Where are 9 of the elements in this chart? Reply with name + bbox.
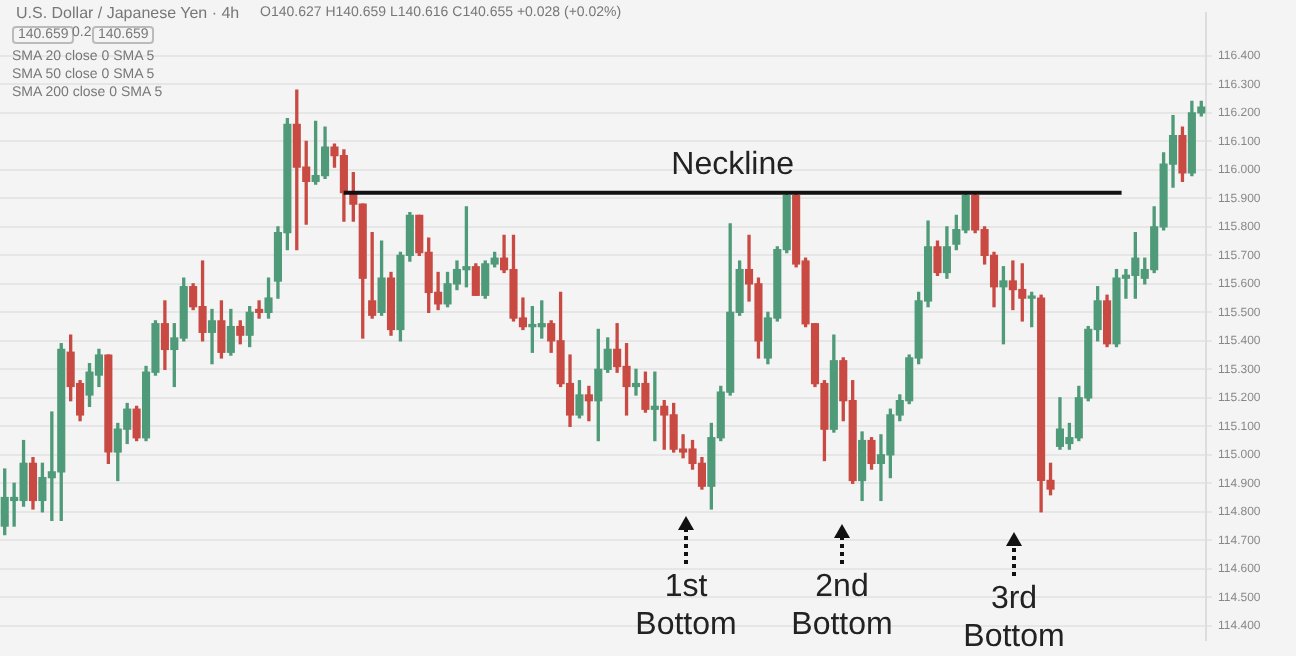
chart-title: U.S. Dollar / Japanese Yen · 4h — [16, 4, 240, 22]
candlestick — [207, 308, 217, 365]
candlestick — [631, 368, 641, 396]
annotation: 2nd Bottom — [789, 568, 895, 644]
annotation: 1st Bottom — [633, 568, 739, 644]
annotation: 3rd Bottom — [961, 580, 1067, 656]
candlestick — [255, 300, 264, 319]
ref-line-label: Neckline — [671, 147, 795, 182]
candlestick — [584, 385, 593, 422]
